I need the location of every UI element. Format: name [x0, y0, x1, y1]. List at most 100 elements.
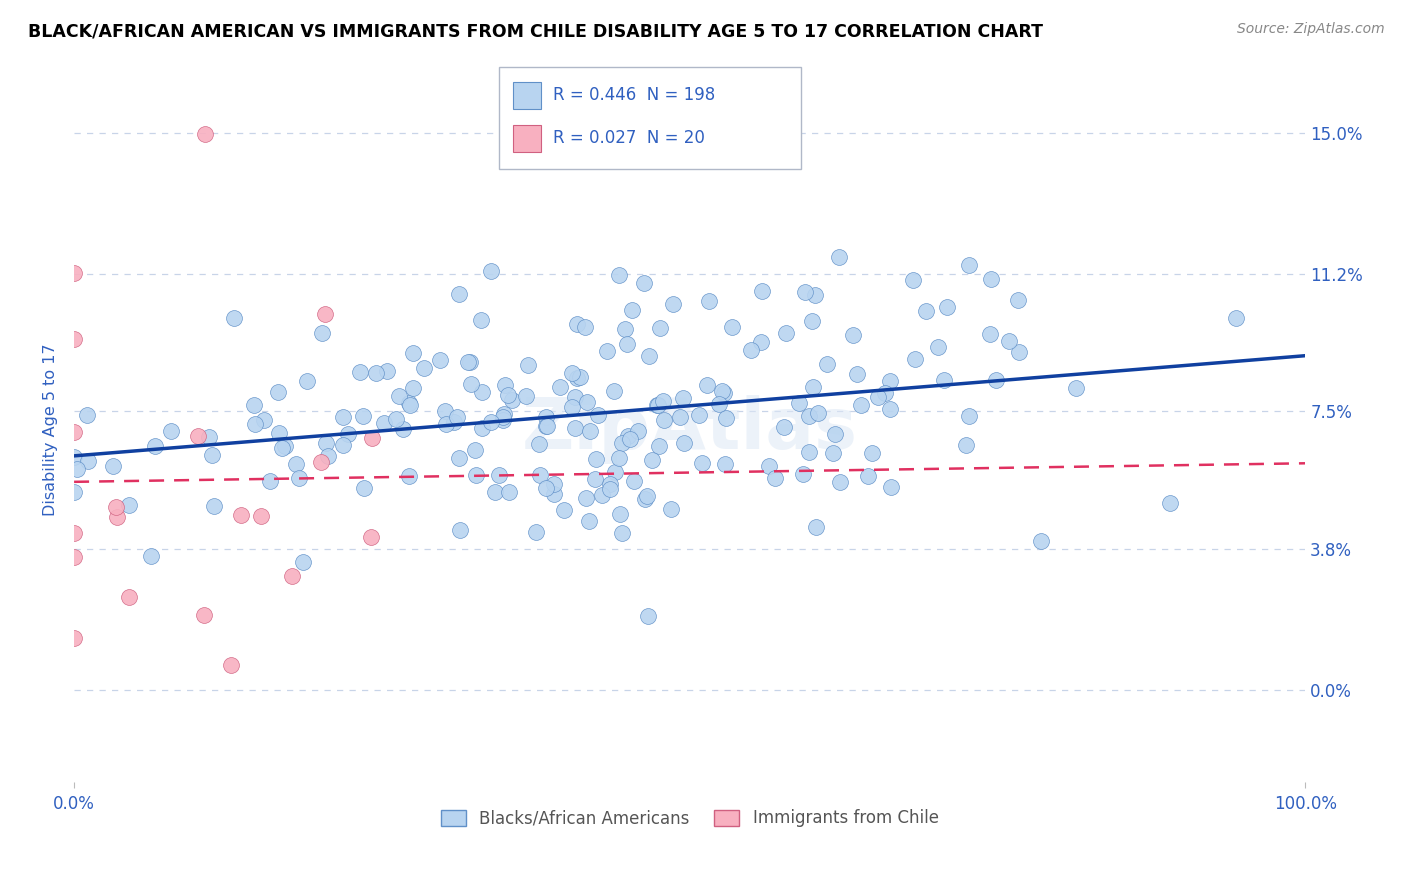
Point: [567, 370, 589, 384]
Point: [543, 486, 565, 500]
Point: [63, 525, 86, 540]
Point: [360, 432, 382, 446]
Point: [645, 398, 668, 412]
Point: [1225, 311, 1247, 326]
Point: [434, 417, 457, 432]
Point: [904, 351, 927, 366]
Point: [957, 409, 980, 423]
Point: [267, 426, 290, 441]
Point: [696, 378, 718, 392]
Point: [63, 266, 86, 280]
Point: [561, 400, 583, 414]
Point: [787, 396, 810, 410]
Point: [274, 439, 297, 453]
Point: [957, 258, 980, 272]
Point: [711, 384, 734, 398]
Point: [311, 326, 333, 340]
Point: [634, 491, 657, 506]
Point: [716, 411, 738, 425]
Point: [492, 410, 515, 425]
Point: [484, 485, 506, 500]
Point: [447, 286, 470, 301]
Point: [316, 449, 339, 463]
Text: BLACK/AFRICAN AMERICAN VS IMMIGRANTS FROM CHILE DISABILITY AGE 5 TO 17 CORRELATI: BLACK/AFRICAN AMERICAN VS IMMIGRANTS FRO…: [28, 22, 1043, 40]
Point: [243, 398, 266, 412]
Point: [398, 468, 420, 483]
Point: [458, 355, 481, 369]
Point: [690, 456, 713, 470]
Point: [585, 452, 607, 467]
Point: [1064, 381, 1087, 395]
Point: [553, 503, 575, 517]
Point: [617, 429, 640, 443]
Point: [353, 481, 375, 495]
Point: [465, 467, 488, 482]
Point: [824, 426, 846, 441]
Point: [309, 455, 332, 469]
Point: [494, 377, 516, 392]
Point: [515, 389, 537, 403]
Point: [413, 360, 436, 375]
Point: [583, 472, 606, 486]
Point: [599, 482, 621, 496]
Point: [253, 413, 276, 427]
Point: [460, 376, 482, 391]
Point: [77, 454, 100, 468]
Text: R = 0.446  N = 198: R = 0.446 N = 198: [553, 87, 714, 104]
Point: [529, 467, 551, 482]
Point: [828, 475, 851, 490]
Point: [529, 437, 551, 451]
Point: [63, 632, 86, 646]
Point: [443, 415, 465, 429]
Point: [804, 288, 827, 302]
Point: [815, 357, 838, 371]
Point: [1007, 293, 1029, 307]
Text: ZipAtlas: ZipAtlas: [522, 395, 858, 465]
Point: [224, 310, 246, 325]
Point: [652, 413, 675, 427]
Point: [402, 346, 425, 360]
Point: [986, 373, 1008, 387]
Point: [470, 312, 492, 326]
Point: [398, 395, 420, 409]
Point: [160, 424, 183, 438]
Point: [498, 485, 520, 500]
Point: [280, 569, 302, 583]
Point: [775, 326, 797, 341]
Point: [914, 303, 936, 318]
Point: [740, 343, 762, 357]
Point: [193, 608, 215, 623]
Point: [292, 555, 315, 569]
Point: [229, 508, 252, 522]
Point: [536, 419, 558, 434]
Point: [118, 498, 141, 512]
Point: [927, 340, 949, 354]
Point: [198, 429, 221, 443]
Point: [375, 364, 398, 378]
Point: [494, 407, 516, 421]
Point: [713, 385, 735, 400]
Point: [641, 452, 664, 467]
Point: [534, 419, 557, 434]
Point: [794, 285, 817, 299]
Point: [429, 352, 451, 367]
Point: [561, 366, 583, 380]
Point: [576, 395, 599, 409]
Point: [1007, 345, 1029, 359]
Point: [550, 380, 572, 394]
Point: [479, 264, 502, 278]
Point: [259, 474, 281, 488]
Point: [471, 385, 494, 400]
Point: [565, 317, 588, 331]
Point: [517, 358, 540, 372]
Point: [471, 421, 494, 435]
Point: [491, 413, 513, 427]
Point: [720, 319, 742, 334]
Point: [449, 451, 471, 466]
Point: [139, 549, 162, 564]
Point: [650, 321, 672, 335]
Point: [792, 467, 814, 481]
Point: [901, 273, 924, 287]
Point: [672, 392, 695, 406]
Point: [875, 386, 897, 401]
